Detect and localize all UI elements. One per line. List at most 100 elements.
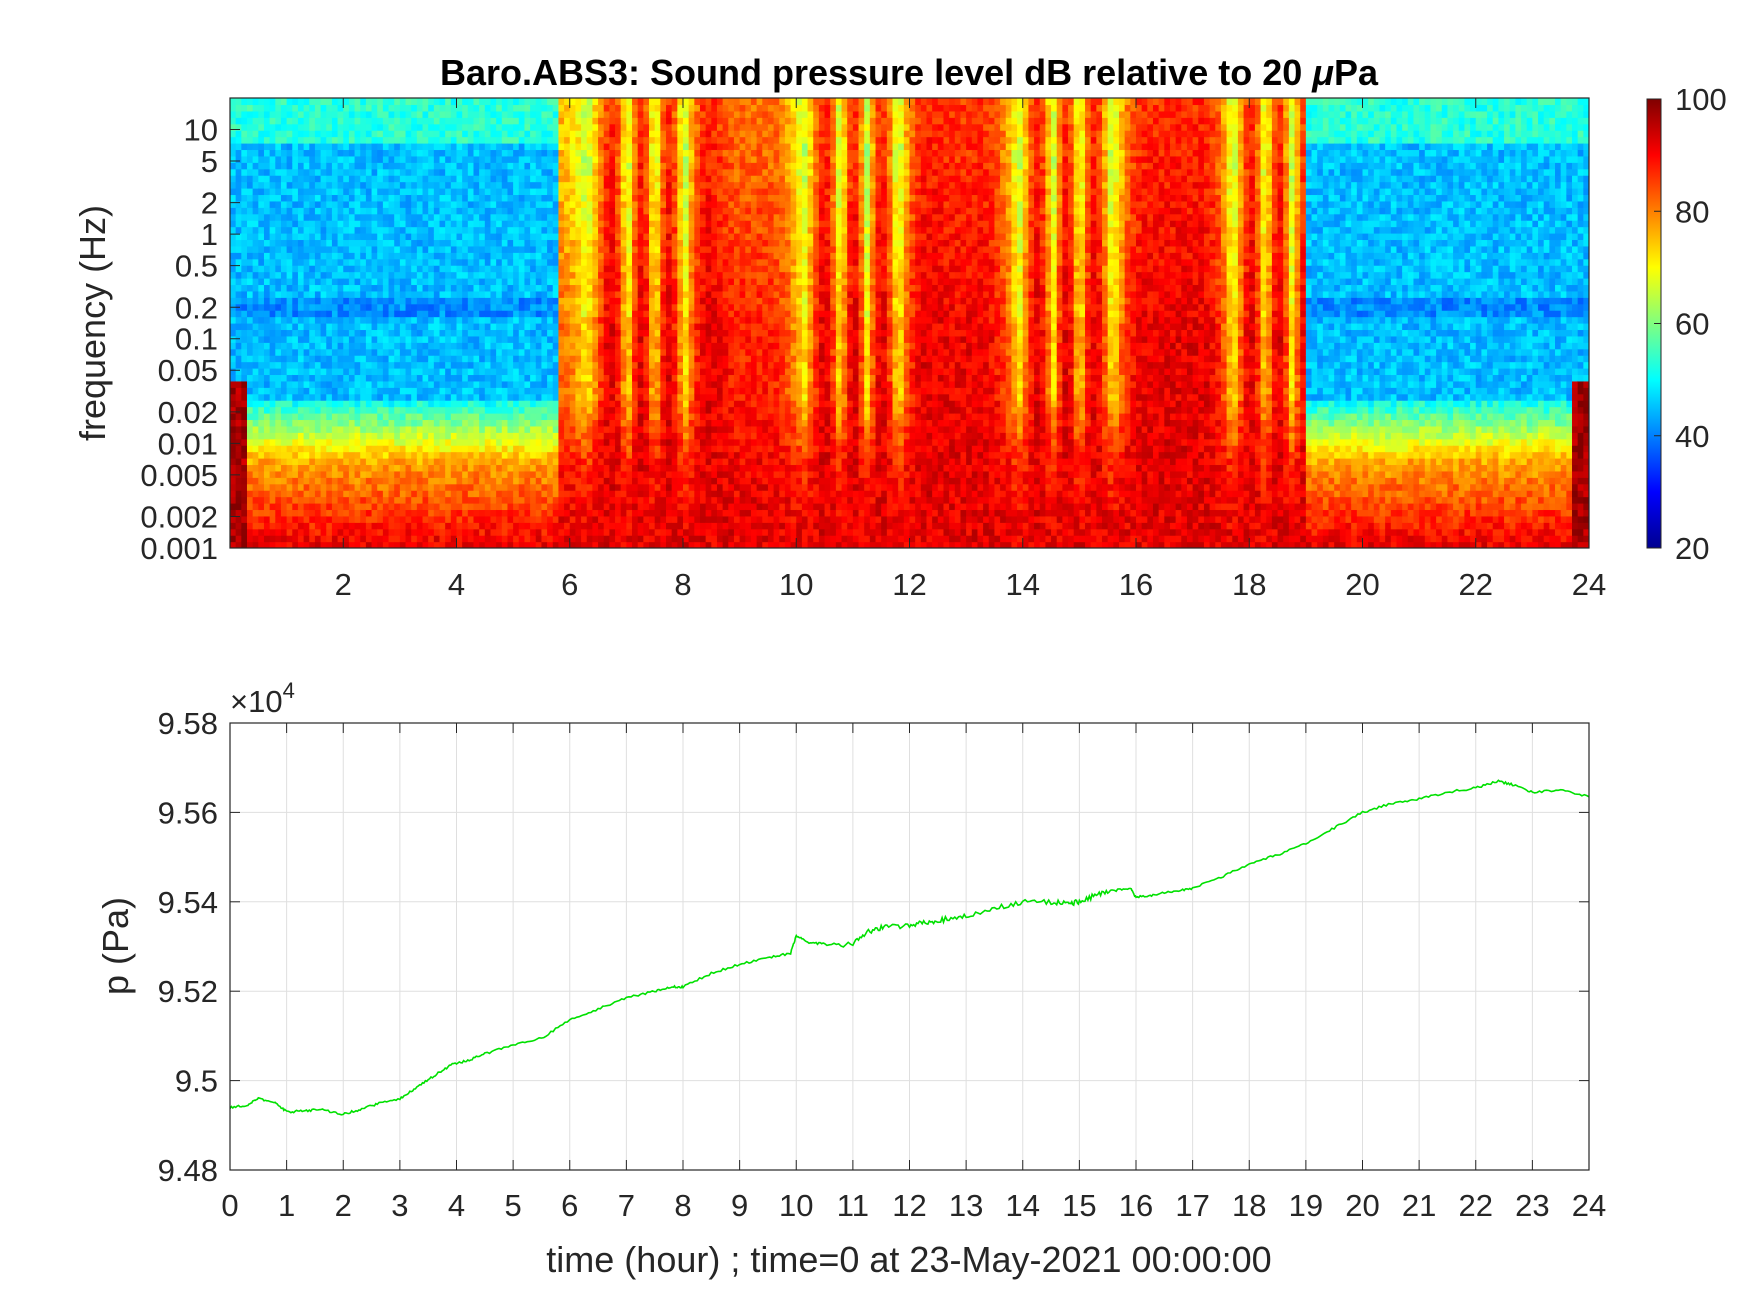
spectrogram-cell: [377, 368, 384, 376]
spectrogram-cell: [360, 194, 367, 202]
spectrogram-cell: [586, 258, 593, 266]
spectrogram-cell: [524, 278, 531, 286]
spectrogram-cell: [581, 265, 588, 273]
spectrogram-cell: [439, 207, 446, 215]
spectrogram-cell: [581, 323, 588, 331]
spectrogram-cell: [558, 316, 565, 324]
spectrogram-cell: [230, 110, 237, 118]
spectrogram-cell: [411, 233, 418, 241]
spectrogram-cell: [348, 200, 356, 208]
spectrogram-cell: [280, 483, 288, 491]
spectrogram-cell: [343, 194, 350, 202]
spectrogram-cell: [484, 515, 492, 523]
spectrogram-cell: [501, 149, 509, 157]
spectrogram-cell: [439, 130, 446, 138]
spectrogram-cell: [547, 509, 554, 517]
spectrogram-cell: [564, 207, 571, 215]
spectrogram-cell: [394, 541, 401, 548]
spectrogram-cell: [609, 117, 616, 125]
spectrogram-cell: [462, 503, 469, 511]
spectrogram-cell: [269, 393, 276, 401]
spectrogram-cell: [541, 278, 548, 286]
spectrogram-cell: [552, 355, 560, 363]
spectrogram-cell: [467, 130, 475, 138]
spectrogram-cell: [445, 323, 452, 331]
spectrogram-cell: [394, 155, 401, 163]
spectrogram-cell: [496, 168, 503, 176]
spectrogram-cell: [348, 175, 356, 183]
spectrogram-cell: [405, 451, 412, 459]
spectrogram-cell: [603, 329, 610, 337]
spectrogram-cell: [246, 265, 254, 273]
spectrogram-cell: [258, 535, 265, 543]
spectrogram-cell: [314, 541, 322, 548]
spectrogram-cell: [416, 425, 424, 433]
spectrogram-cell: [292, 509, 299, 517]
spectrogram-cell: [354, 541, 361, 548]
spectrogram-cell: [552, 432, 560, 440]
spectrogram-cell: [320, 413, 327, 421]
spectrogram-cell: [535, 323, 543, 331]
spectrogram-cell: [241, 213, 248, 221]
spectrogram-cell: [620, 278, 627, 286]
spectrogram-cell: [337, 464, 344, 472]
spectrogram-cell: [377, 181, 384, 189]
spectrogram-cell: [337, 278, 344, 286]
spectrogram-cell: [388, 98, 395, 106]
spectrogram-cell: [280, 265, 288, 273]
spectrogram-cell: [252, 194, 259, 202]
spectrogram-cell: [592, 458, 599, 466]
spectrogram-cell: [405, 168, 412, 176]
spectrogram-cell: [501, 278, 509, 286]
spectrogram-cell: [547, 335, 554, 343]
spectrogram-cell: [603, 335, 610, 343]
spectrogram-cell: [467, 413, 475, 421]
spectrogram-cell: [258, 393, 265, 401]
spectrogram-cell: [490, 368, 497, 376]
spectrogram-cell: [569, 509, 577, 517]
spectrogram-cell: [348, 503, 356, 511]
spectrogram-cell: [246, 470, 254, 478]
spectrogram-cell: [445, 490, 452, 498]
spectrogram-cell: [615, 278, 622, 286]
spectrogram-cell: [615, 503, 622, 511]
spectrogram-cell: [422, 220, 429, 228]
spectrogram-cell: [609, 104, 616, 112]
spectrogram-cell: [569, 162, 577, 170]
spectrogram-cell: [235, 220, 242, 228]
spectrogram-cell: [620, 380, 627, 388]
spectrogram-cell: [360, 490, 367, 498]
spectrogram-cell: [422, 136, 429, 144]
spectrogram-cell: [292, 239, 299, 247]
spectrogram-cell: [626, 355, 633, 363]
spectrogram-cell: [337, 483, 344, 491]
spectrogram-cell: [592, 303, 599, 311]
spectrogram-cell: [337, 297, 344, 305]
spectrogram-cell: [371, 162, 378, 170]
spectrogram-cell: [292, 541, 299, 548]
spectrogram-cell: [382, 226, 390, 234]
spectrogram-cell: [535, 541, 543, 548]
spectrogram-cell: [230, 130, 237, 138]
spectrogram-cell: [246, 117, 254, 125]
spectrogram-cell: [377, 258, 384, 266]
spectrogram-cell: [620, 522, 627, 530]
spectrogram-cell: [456, 252, 463, 260]
spectrogram-cell: [394, 194, 401, 202]
spectrogram-cell: [405, 316, 412, 324]
spectrogram-cell: [518, 380, 526, 388]
spectrogram-cell: [445, 451, 452, 459]
spectrogram-cell: [564, 265, 571, 273]
spectrogram-cell: [286, 509, 293, 517]
spectrogram-cell: [314, 136, 322, 144]
spectrogram-cell: [348, 252, 356, 260]
spectrogram-cell: [558, 451, 565, 459]
spectrogram-cell: [320, 155, 327, 163]
spectrogram-cell: [603, 368, 610, 376]
spectrogram-cell: [581, 316, 588, 324]
spectrogram-cell: [235, 515, 242, 523]
spectrogram-cell: [348, 303, 356, 311]
spectrogram-cell: [552, 368, 560, 376]
spectrogram-cell: [422, 380, 429, 388]
spectrogram-cell: [558, 226, 565, 234]
